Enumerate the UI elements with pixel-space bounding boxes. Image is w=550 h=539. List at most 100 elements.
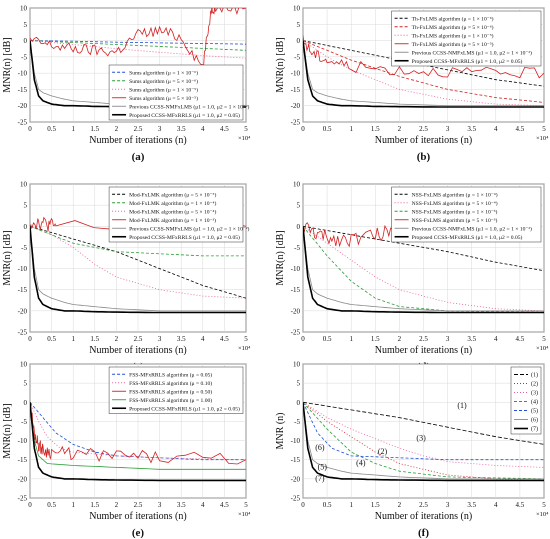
y-axis-label: MNR(n) [dB] (275, 37, 286, 92)
x-exponent: ×10⁴ (238, 345, 251, 352)
x-tick-label: 3.5 (177, 335, 186, 343)
legend-entry: (3) (531, 390, 538, 397)
series-line (30, 402, 246, 482)
x-tick-label: 2 (398, 501, 402, 509)
curve-annotation: (1) (457, 401, 467, 410)
y-tick-label: -20 (291, 475, 301, 483)
y-tick-label: 10 (20, 361, 28, 369)
x-tick-label: 0 (28, 335, 32, 343)
x-tick-label: 0 (28, 501, 32, 509)
curve-annotation: (2) (378, 447, 388, 456)
y-tick-label: -25 (18, 119, 28, 127)
panel-3: 0 0.5 1 1.5 2 2.5 3 3.5 4 4.5 5 10 5 0 -5 -10 -15 -20 -25 ×… (275, 181, 549, 374)
y-tick-label: -15 (18, 286, 28, 294)
x-tick-label: 0.5 (323, 125, 332, 133)
x-axis-label: Number of iterations (n) (89, 511, 186, 522)
x-tick-label: 2.5 (419, 501, 428, 509)
y-tick-label: -15 (18, 456, 28, 464)
y-tick-label: 5 (24, 202, 28, 210)
x-tick-label: 4 (201, 125, 205, 133)
legend-entry: Proposed CCSS-MFxRRLS (μ1 = 1.0, μ2 = 0.… (129, 405, 240, 412)
legend: (1) (2) (3) (4) (5) (6) (7) (510, 366, 542, 435)
y-tick-label: -5 (21, 244, 27, 252)
legend-entry: (1) (531, 372, 538, 379)
panel-label: (a) (132, 151, 145, 163)
series-line (303, 401, 544, 468)
curve-annotation: (4) (356, 458, 366, 467)
legend-entry: Previous CCSS-NMFxLMS (μ1 = 1.0, μ2 = 1 … (412, 49, 532, 56)
legend-entry: (5) (531, 408, 538, 415)
x-tick-label: 1 (349, 501, 353, 509)
series-line (303, 226, 544, 314)
y-tick-label: 10 (20, 5, 28, 13)
legend-entry: Sums algorithm (μ = 5 × 10⁻⁶) (129, 78, 198, 85)
x-tick-label: 2.5 (134, 501, 143, 509)
x-tick-label: 0.5 (47, 501, 56, 509)
y-tick-label: -15 (18, 86, 28, 94)
legend-entry: Proposed CCSS-MFxRRLS (μ1 = 1.0, μ2 = 0.… (129, 234, 240, 241)
legend-box (108, 366, 244, 414)
y-tick-label: 5 (24, 21, 28, 29)
y-tick-label: 0 (297, 37, 301, 45)
x-axis-label: Number of iterations (n) (375, 135, 472, 146)
series-group (30, 402, 246, 482)
legend-entry: NSS-FxLMS algorithm (μ = 5 × 10⁻⁴) (412, 200, 498, 207)
curve-annotation: (5) (318, 462, 328, 471)
y-tick-label: -25 (18, 495, 28, 503)
legend-entry: Previous CCSS-NMFxLMS (μ1 = 1.0, μ2 = 1 … (129, 225, 249, 232)
legend: FSS-MFxRRLS algorithm (μ = 0.05) FSS-MFxR… (108, 366, 244, 414)
legend-entry: Sums algorithm (μ = 1 × 10⁻⁶) (129, 69, 198, 76)
panel-0: 0 0.5 1 1.5 2 2.5 3 3.5 4 4.5 5 10 5 0 -5 -10 -15 -20 -25 ×… (2, 5, 251, 164)
series-line (303, 40, 544, 107)
legend-box (391, 186, 542, 243)
y-axis-label: MNR(n) [dB] (275, 230, 286, 285)
series-line (30, 225, 246, 299)
x-tick-label: 4 (494, 501, 498, 509)
x-tick-label: 3 (158, 501, 162, 509)
x-exponent: ×10⁴ (536, 135, 549, 142)
legend-entry: Sums algorithm (μ = 5 × 10⁻⁵) (129, 95, 198, 102)
curve-annotation: (7) (315, 474, 325, 483)
x-tick-label: 4 (494, 335, 498, 343)
y-tick-label: -20 (291, 102, 301, 110)
x-tick-label: 0 (301, 125, 305, 133)
series-line (303, 40, 544, 107)
y-tick-label: -25 (291, 119, 301, 127)
legend-box (108, 64, 244, 121)
x-tick-label: 5 (244, 125, 248, 133)
legend: Sums algorithm (μ = 1 × 10⁻⁶) Sums algori… (108, 64, 250, 121)
series-group (303, 401, 544, 482)
y-tick-label: -15 (291, 286, 301, 294)
y-tick-label: -20 (291, 307, 301, 315)
y-tick-label: 10 (293, 361, 301, 369)
y-tick-label: -5 (294, 418, 300, 426)
y-tick-label: 0 (297, 223, 301, 231)
x-tick-label: 3 (158, 125, 162, 133)
y-axis-label: MNR(n) [dB] (2, 37, 13, 92)
y-tick-label: -10 (291, 265, 301, 273)
y-tick-label: 10 (293, 5, 301, 13)
legend-entry: (2) (531, 381, 538, 388)
series-line (30, 40, 246, 51)
x-tick-label: 3.5 (177, 501, 186, 509)
y-tick-label: 10 (20, 181, 28, 189)
legend-entry: Th-FxLMS algorithm (μ = 1 × 10⁻⁶) (412, 15, 494, 22)
x-tick-label: 2 (115, 335, 119, 343)
legend-entry: FSS-MFxRRLS algorithm (μ = 1.00) (129, 397, 212, 404)
series-line (303, 401, 544, 445)
x-tick-label: 1 (71, 125, 75, 133)
x-tick-label: 1.5 (90, 501, 99, 509)
series-line (30, 402, 246, 470)
y-tick-label: 5 (297, 380, 301, 388)
x-tick-label: 4.5 (516, 125, 525, 133)
panel-label: (b) (417, 151, 431, 163)
x-tick-label: 4.5 (516, 335, 525, 343)
series-line (303, 226, 544, 312)
x-tick-label: 1.5 (90, 335, 99, 343)
x-tick-label: 2.5 (419, 335, 428, 343)
y-tick-label: -20 (18, 102, 28, 110)
y-tick-label: 0 (24, 399, 28, 407)
x-tick-label: 0.5 (323, 501, 332, 509)
